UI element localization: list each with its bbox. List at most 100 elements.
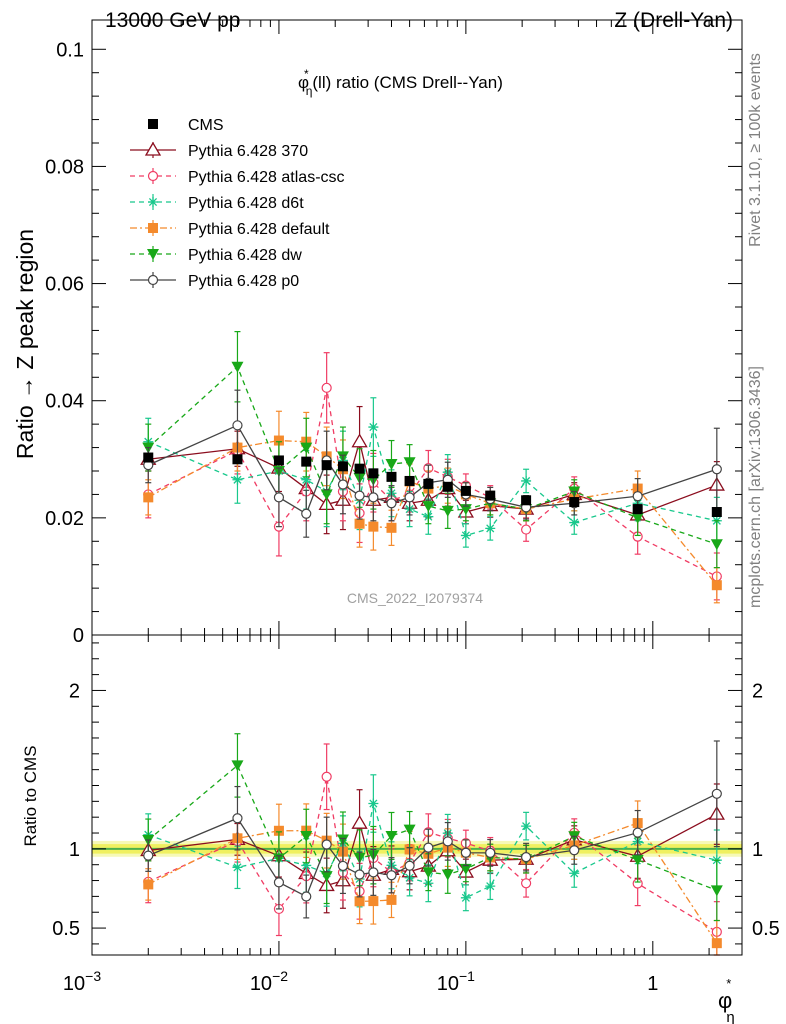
point-dw xyxy=(459,504,472,516)
point-CMS xyxy=(368,468,379,479)
ratio-point-dw xyxy=(231,760,244,772)
ratio-point-p0 xyxy=(301,891,312,902)
chart-title: φ* η(ll) ratio (CMS Drell--Yan) xyxy=(298,67,503,98)
ratio-point-p0 xyxy=(386,870,397,881)
ratio-y-tick-label: 2 xyxy=(69,680,80,702)
ratio-point-dw xyxy=(403,824,416,836)
ratio-point-p0 xyxy=(354,869,365,880)
series-line-p0 xyxy=(148,424,718,515)
legend: CMS Pythia 6.428 370 Pythia 6.428 atlas-cs… xyxy=(130,117,345,290)
point-dw xyxy=(710,539,723,551)
point-CMS xyxy=(354,463,365,474)
point-CMS xyxy=(632,504,643,515)
ratio-point-p0 xyxy=(368,867,379,878)
ratio-point-d6t xyxy=(301,860,312,871)
point-p0 xyxy=(404,492,415,503)
xlabel-eta: η xyxy=(726,1009,734,1024)
ratio-point-dw xyxy=(385,830,398,842)
watermark: CMS_2022_I2079374 xyxy=(347,590,483,606)
legend-marker-p370 xyxy=(144,141,162,156)
ratio-point-default xyxy=(354,896,365,907)
x-tick-label: 10−2 xyxy=(250,968,288,995)
ratio-y-tick-label: 0.5 xyxy=(52,918,80,940)
x-tick-base: 10 xyxy=(250,973,272,995)
point-dw xyxy=(385,458,398,470)
point-default xyxy=(354,518,365,529)
point-p0 xyxy=(632,491,643,502)
main-y-tick-label: 0.08 xyxy=(45,156,84,178)
main-y-tick-label: 0 xyxy=(73,625,84,647)
legend-label-p0: Pythia 6.428 p0 xyxy=(188,273,299,290)
point-p0 xyxy=(337,479,349,490)
ratio-y-tick-label: 1 xyxy=(69,839,80,861)
point-CMS xyxy=(273,455,284,466)
legend-label-p370: Pythia 6.428 370 xyxy=(188,143,308,160)
point-CMS xyxy=(232,454,243,465)
ratio-point-p0 xyxy=(711,788,722,799)
legend-marker-CMS xyxy=(148,119,158,129)
point-d6t xyxy=(569,517,580,528)
ratio-line-atlas xyxy=(148,776,718,933)
point-CMS xyxy=(711,507,722,517)
legend-label-CMS: CMS xyxy=(188,117,224,134)
x-tick-base: 10 xyxy=(63,973,85,995)
point-CMS xyxy=(386,471,397,482)
point-p0 xyxy=(273,492,285,503)
legend-marker-default xyxy=(148,223,158,233)
point-p0 xyxy=(368,492,379,503)
ratio-point-default xyxy=(273,825,284,836)
ratio-point-dw xyxy=(631,854,644,866)
x-axis-label: φ* η xyxy=(718,976,735,1024)
point-atlas xyxy=(521,524,532,535)
x-tick-label: 10−3 xyxy=(63,968,101,995)
point-CMS xyxy=(460,485,471,496)
x-tick-exp: −2 xyxy=(272,968,288,984)
ratio-point-d6t xyxy=(460,892,471,903)
legend-label-dw: Pythia 6.428 dw xyxy=(188,247,302,264)
point-d6t xyxy=(521,475,532,486)
ratio-y-axis-label: Ratio to CMS xyxy=(21,745,40,846)
point-CMS xyxy=(301,456,312,467)
ratio-point-dw xyxy=(422,867,435,879)
legend-label-d6t: Pythia 6.428 d6t xyxy=(188,195,304,212)
legend-marker-dw xyxy=(147,249,159,260)
side-mcplots-label: mcplots.cern.ch [arXiv:1306.3436] xyxy=(747,366,764,608)
point-p0 xyxy=(354,490,365,501)
point-p0 xyxy=(301,508,312,519)
series-line-atlas xyxy=(147,387,718,578)
ratio-point-p0 xyxy=(232,813,243,824)
point-default xyxy=(368,521,379,532)
ratio-point-p0 xyxy=(423,842,434,853)
title-phi: φ xyxy=(298,73,309,92)
title-eta: η xyxy=(306,84,313,98)
x-tick-base: 10 xyxy=(437,973,459,995)
x-tick-label: 1 xyxy=(647,973,658,995)
ratio-y-tick-label-right: 1 xyxy=(752,839,763,861)
main-y-tick-label: 0.04 xyxy=(45,391,84,413)
side-rivet-label: Rivet 3.1.10, ≥ 100k events xyxy=(747,53,764,247)
main-y-tick-label: 0.06 xyxy=(45,274,84,296)
point-default xyxy=(386,522,397,533)
point-dw xyxy=(300,442,313,454)
ratio-y-tick-label-right: 2 xyxy=(752,680,763,702)
point-dw xyxy=(231,361,244,373)
ratio-point-p0 xyxy=(337,860,349,872)
ratio-point-p0 xyxy=(273,877,285,888)
ratio-point-p0 xyxy=(485,847,496,858)
ratio-point-default xyxy=(386,894,397,905)
point-d6t xyxy=(301,474,312,485)
point-CMS xyxy=(404,475,415,486)
ratio-plot-layer xyxy=(140,733,725,956)
ratio-point-p0 xyxy=(404,860,415,871)
point-CMS xyxy=(485,490,496,501)
series-line-d6t xyxy=(148,426,717,537)
legend-marker-atlas xyxy=(147,170,159,182)
point-dw xyxy=(422,501,435,513)
point-CMS xyxy=(442,481,453,492)
ratio-point-p0 xyxy=(143,850,154,861)
ratio-point-p0 xyxy=(632,827,643,838)
ratio-point-dw xyxy=(710,885,723,897)
main-y-tick-label: 0.02 xyxy=(45,508,84,530)
ratio-point-d6t xyxy=(521,821,532,832)
main-y-axis-label: Ratio → Z peak region xyxy=(12,229,38,459)
